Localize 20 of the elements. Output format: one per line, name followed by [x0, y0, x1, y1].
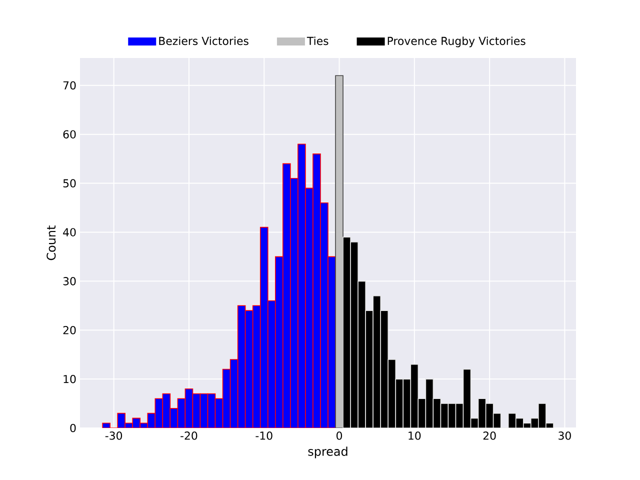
y-tick-label: 50: [63, 179, 76, 188]
y-tick-label: 10: [64, 374, 76, 384]
x-tick-label: -20: [180, 432, 198, 440]
x-tick-label: 0: [336, 432, 342, 440]
legend-label: Beziers Victories: [159, 36, 248, 46]
x-tick-label: 20: [483, 432, 496, 440]
y-tick-label: 30: [63, 277, 76, 286]
y-tick-label: 0: [70, 424, 76, 432]
x-tick-label: -10: [256, 432, 272, 440]
x-tick-label: 30: [558, 432, 571, 440]
y-tick-label: 40: [63, 228, 76, 236]
x-axis-title: spread: [308, 446, 348, 458]
legend-label: Ties: [306, 36, 328, 46]
legend-label: Provence Rugby Victories: [388, 36, 526, 48]
x-tick-label: -30: [105, 432, 122, 440]
y-axis-title: Count: [46, 226, 56, 260]
y-tick-label: 60: [63, 130, 76, 138]
y-tick-label: 20: [63, 326, 76, 334]
x-tick-label: 10: [408, 432, 421, 440]
y-tick-label: 70: [63, 81, 76, 90]
